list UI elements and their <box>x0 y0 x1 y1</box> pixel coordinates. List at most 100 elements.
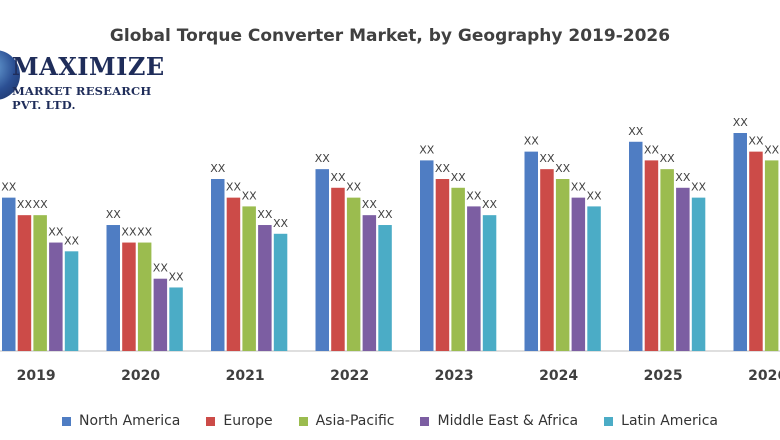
legend-swatch <box>298 416 308 426</box>
legend-label: Middle East & Africa <box>437 413 579 429</box>
x-tick-label: 2023 <box>435 368 474 384</box>
bar-europe-2026 <box>749 151 763 351</box>
bar-middle-east-africa-2022 <box>362 215 377 351</box>
data-label: XX <box>571 181 587 194</box>
bar-north-america-2023 <box>420 160 434 351</box>
data-label: XX <box>660 152 676 165</box>
legend-swatch <box>420 416 430 426</box>
x-tick-label: 2020 <box>121 368 160 384</box>
bar-europe-2019 <box>17 215 32 351</box>
bar-europe-2020 <box>122 242 136 351</box>
data-label: XX <box>48 226 64 239</box>
bar-north-america-2022 <box>315 169 329 351</box>
data-label: XX <box>153 262 169 275</box>
data-label: XX <box>748 135 764 148</box>
legend-swatch <box>206 416 216 426</box>
logo-wordmark: MAXIMIZE <box>12 52 165 81</box>
bar-middle-east-africa-2024 <box>571 197 586 351</box>
data-label: XX <box>64 234 80 247</box>
data-label: XX <box>330 171 346 184</box>
data-label: XX <box>362 198 378 211</box>
data-label: XX <box>539 152 555 165</box>
data-label: XX <box>644 143 660 156</box>
bar-asia-pacific-2019 <box>33 215 47 351</box>
legend-item: Latin America <box>604 413 718 429</box>
bar-europe-2022 <box>331 187 345 351</box>
bar-north-america-2024 <box>524 151 538 351</box>
bar-europe-2021 <box>226 197 241 351</box>
data-label: XX <box>628 125 644 138</box>
bar-north-america-2019 <box>2 197 16 351</box>
legend-item: North America <box>62 413 180 429</box>
bar-asia-pacific-2021 <box>242 206 256 351</box>
bar-asia-pacific-2025 <box>660 169 674 351</box>
bar-middle-east-africa-2019 <box>49 242 63 351</box>
data-label: XX <box>17 198 33 211</box>
bar-middle-east-africa-2025 <box>676 187 690 351</box>
bar-europe-2025 <box>644 160 659 351</box>
data-label: XX <box>257 208 273 221</box>
data-label: XX <box>346 181 362 194</box>
bar-middle-east-africa-2021 <box>258 225 272 351</box>
bar-latin-america-2023 <box>482 215 497 351</box>
data-label: XX <box>419 143 435 156</box>
legend-label: Latin America <box>621 413 718 429</box>
bar-latin-america-2024 <box>587 206 601 351</box>
data-label: XX <box>378 208 394 221</box>
bar-europe-2023 <box>435 179 450 351</box>
data-label: XX <box>733 116 749 129</box>
bar-asia-pacific-2020 <box>137 242 152 351</box>
bar-latin-america-2020 <box>169 287 183 351</box>
legend-label: Europe <box>223 413 273 429</box>
legend-label: Asia-Pacific <box>315 413 395 429</box>
bar-latin-america-2022 <box>378 225 392 351</box>
data-label: XX <box>226 181 242 194</box>
data-label: XX <box>137 226 153 239</box>
data-label: XX <box>466 189 482 202</box>
x-tick-label: 2022 <box>330 368 369 384</box>
legend-item: Middle East & Africa <box>420 413 578 429</box>
data-label: XX <box>482 198 498 211</box>
data-label: XX <box>315 152 331 165</box>
legend-swatch <box>604 416 614 426</box>
bar-latin-america-2019 <box>64 251 79 351</box>
data-label: XX <box>121 226 137 239</box>
data-label: XX <box>273 217 289 230</box>
legend-item: Asia-Pacific <box>298 413 395 429</box>
bar-north-america-2025 <box>629 141 643 351</box>
data-label: XX <box>524 135 540 148</box>
chart-legend: North America Europe Asia-Pacific Middle Ea… <box>0 410 780 432</box>
bar-asia-pacific-2023 <box>451 187 465 351</box>
globe-icon <box>0 50 20 100</box>
bar-europe-2024 <box>540 169 554 351</box>
data-label: XX <box>555 162 571 175</box>
x-tick-label: 2019 <box>17 368 56 384</box>
data-label: XX <box>1 181 17 194</box>
data-label: XX <box>106 208 122 221</box>
x-tick-label: 2026 <box>748 368 780 384</box>
bar-asia-pacific-2024 <box>555 179 570 351</box>
data-label: XX <box>451 171 467 184</box>
bar-latin-america-2021 <box>273 233 288 351</box>
x-tick-label: 2024 <box>539 368 578 384</box>
bar-north-america-2026 <box>733 133 747 351</box>
data-label: XX <box>675 171 691 184</box>
logo-subtitle: MARKET RESEARCH PVT. LTD. <box>12 84 152 112</box>
bar-middle-east-africa-2023 <box>467 206 481 351</box>
bar-middle-east-africa-2020 <box>153 278 168 351</box>
data-label: XX <box>691 181 707 194</box>
data-label: XX <box>33 198 49 211</box>
data-label: XX <box>242 189 258 202</box>
maximize-logo: MAXIMIZE MARKET RESEARCH PVT. LTD. <box>0 44 170 120</box>
bar-north-america-2020 <box>106 225 120 351</box>
legend-item: Europe <box>206 413 273 429</box>
legend-label: North America <box>79 413 181 429</box>
chart-title: Global Torque Converter Market, by Geogr… <box>109 26 671 46</box>
bar-asia-pacific-2026 <box>764 160 779 351</box>
data-label: XX <box>764 143 780 156</box>
data-label: XX <box>169 270 185 283</box>
bar-north-america-2021 <box>211 179 225 351</box>
bar-asia-pacific-2022 <box>346 197 361 351</box>
bar-latin-america-2025 <box>691 197 706 351</box>
